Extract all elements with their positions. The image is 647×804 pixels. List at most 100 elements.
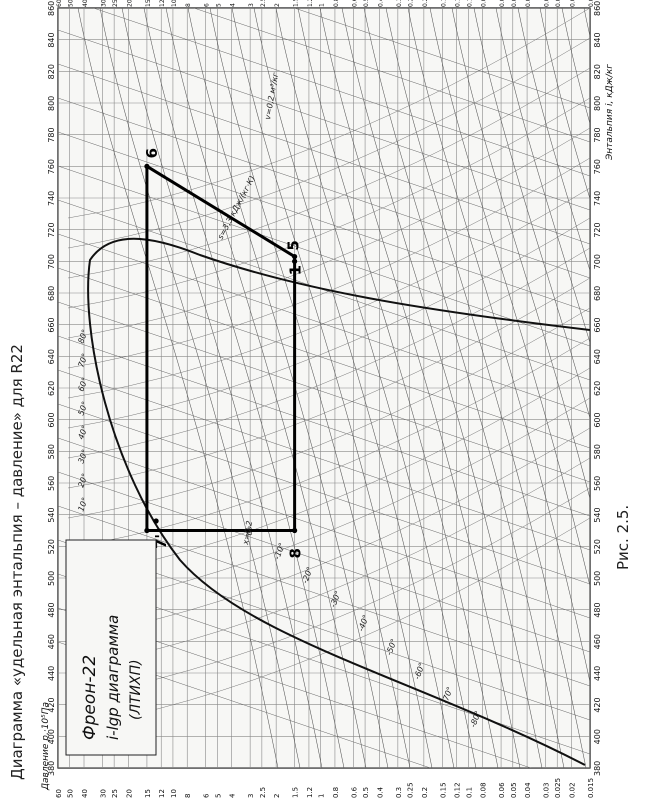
pressure-tick-bottom: 0.6 (350, 786, 358, 798)
pressure-tick-top: 40 (82, 0, 89, 7)
pressure-tick-top: 3 (248, 3, 255, 7)
pressure-tick-bottom: 30 (99, 789, 107, 798)
pressure-tick-top: 1.2 (307, 0, 314, 7)
pressure-tick-bottom: 0.25 (407, 782, 415, 798)
pressure-tick-top: 2.5 (260, 0, 267, 7)
pressure-tick-bottom: 1.2 (306, 787, 314, 798)
isentrope-line (231, 8, 433, 768)
point-6-label: 6 (143, 148, 161, 158)
isentrope-line (561, 8, 590, 125)
isentrope-line (143, 8, 345, 768)
enthalpy-tick-right: 680 (593, 286, 602, 301)
enthalpy-tick-left: 860 (47, 1, 56, 16)
enthalpy-tick-left: 520 (47, 539, 56, 554)
pressure-tick-bottom: 0.05 (510, 782, 518, 798)
pressure-tick-top: 15 (145, 0, 152, 7)
isochore-line (293, 8, 590, 109)
enthalpy-tick-right: 820 (593, 64, 602, 79)
enthalpy-tick-right: 580 (593, 444, 602, 459)
point-7-prime-marker (153, 518, 159, 524)
saturation-dome (87, 237, 590, 766)
pressure-tick-top: 0.03 (544, 0, 551, 7)
enthalpy-tick-left: 380 (47, 761, 56, 776)
enthalpy-tick-right: 740 (593, 191, 602, 206)
isotherm-line (67, 217, 590, 429)
pressure-tick-top: 0.15 (440, 0, 447, 7)
isotherm-line (67, 97, 590, 309)
pressure-tick-bottom: 15 (144, 789, 152, 798)
point-7-prime-label: 7' (152, 534, 170, 549)
isentrope-line (253, 8, 455, 768)
isentrope-line (121, 8, 323, 768)
diagram-legend-box: Фреон-22 i-lgp диаграмма (ЛТИХП) (65, 539, 157, 756)
pressure-tick-bottom: 4 (229, 793, 237, 798)
enthalpy-tick-left: 640 (47, 349, 56, 364)
isentrope-line (297, 8, 499, 768)
enthalpy-tick-left: 500 (47, 571, 56, 586)
isentrope-line (385, 8, 587, 768)
enthalpy-tick-left: 620 (47, 381, 56, 396)
enthalpy-tick-right: 860 (593, 1, 602, 16)
enthalpy-tick-left: 600 (47, 412, 56, 427)
pressure-tick-top: 0.06 (499, 0, 506, 7)
pressure-tick-bottom: 40 (81, 789, 89, 798)
enthalpy-tick-left: 480 (47, 602, 56, 617)
point-5-label: 5 (285, 240, 303, 250)
pressure-tick-bottom: 12 (158, 789, 166, 798)
pressure-tick-top: 0.25 (408, 0, 415, 7)
enthalpy-tick-left: 400 (47, 729, 56, 744)
enthalpy-tick-left: 660 (47, 317, 56, 332)
enthalpy-tick-right: 560 (593, 476, 602, 491)
figure-caption-text: Рис. 2.5. (614, 505, 632, 570)
pressure-tick-bottom: 3 (247, 794, 255, 798)
isentrope-line (473, 8, 590, 420)
pressure-tick-top: 10 (171, 0, 178, 7)
enthalpy-tick-right: 440 (593, 666, 602, 681)
legend-refrigerant: Фреон-22 (80, 655, 100, 740)
enthalpy-tick-left: 760 (47, 159, 56, 174)
isochore-line (58, 131, 590, 313)
pressure-tick-top: 0.12 (455, 0, 462, 7)
pressure-tick-bottom: 0.3 (395, 787, 403, 798)
enthalpy-tick-left: 720 (47, 222, 56, 237)
isentrope-line (319, 8, 521, 768)
pressure-tick-top: 0.2 (422, 0, 429, 7)
isentrope-line (451, 8, 590, 500)
figure-caption: Рис. 2.5. (614, 505, 632, 570)
pressure-tick-top: 0.6 (351, 0, 358, 7)
isentrope-line (363, 8, 565, 768)
point-1-marker (292, 258, 298, 264)
isentrope-line (429, 8, 590, 588)
quality-isoline-label: x=0,2 (241, 520, 254, 546)
isotherm-line (67, 157, 590, 369)
isentrope-line (275, 8, 477, 768)
pressure-tick-top: 8 (185, 3, 192, 7)
enthalpy-tick-left: 680 (47, 286, 56, 301)
enthalpy-tick-left: 540 (47, 507, 56, 522)
enthalpy-tick-left: 440 (47, 666, 56, 681)
pressure-tick-bottom: 0.08 (480, 782, 488, 798)
isotherm-line (67, 337, 590, 549)
pressure-tick-top: 60 (56, 0, 63, 7)
pressure-tick-top: 2 (274, 3, 281, 7)
pressure-tick-top: 0.05 (511, 0, 518, 7)
enthalpy-tick-right: 800 (593, 96, 602, 111)
isotherm-line (67, 8, 590, 219)
pressure-tick-top: 0.5 (363, 0, 370, 7)
isentrope-line (517, 8, 590, 272)
pressure-tick-top: 1 (319, 3, 326, 7)
enthalpy-tick-left: 740 (47, 191, 56, 206)
document-title-text: Диаграмма «удельная энтальпия – давление… (8, 344, 26, 780)
enthalpy-tick-right: 500 (593, 571, 602, 586)
enthalpy-tick-right: 480 (593, 602, 602, 617)
point-8-marker (292, 527, 298, 534)
point-7-marker (144, 527, 150, 534)
pressure-tick-bottom: 0.15 (439, 782, 447, 798)
pressure-tick-bottom: 1 (318, 794, 326, 798)
pressure-tick-bottom: 60 (55, 789, 63, 798)
enthalpy-tick-right: 620 (593, 381, 602, 396)
pressure-tick-bottom: 2.5 (259, 787, 267, 798)
pressure-tick-top: 20 (126, 0, 133, 7)
